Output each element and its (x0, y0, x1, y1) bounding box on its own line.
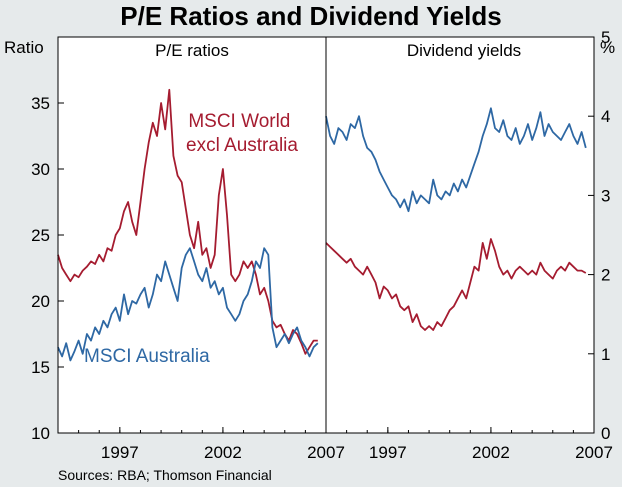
left-axis-unit: Ratio (4, 38, 44, 57)
msci-australia-label: MSCI Australia (84, 346, 210, 367)
dy-msci-world-line (325, 238, 587, 331)
source-note: Sources: RBA; Thomson Financial (58, 467, 272, 483)
left-y-tick-label: 20 (31, 292, 50, 311)
right-y-tick-label: 5 (601, 28, 610, 47)
x-tick-label: 2002 (204, 443, 242, 462)
x-tick-label: 2002 (472, 443, 510, 462)
right-y-tick-label: 4 (601, 107, 610, 126)
x-tick-label: 2007 (575, 443, 613, 462)
plot-area-left (58, 37, 326, 433)
right-axis-unit: % (600, 38, 615, 57)
right-panel-title: Dividend yields (407, 41, 521, 60)
x-tick-label: 1997 (101, 443, 139, 462)
left-y-tick-label: 25 (31, 226, 50, 245)
msci-world-label-line1: MSCI World (188, 111, 290, 132)
right-y-tick-label: 3 (601, 186, 610, 205)
pe-msci-world-line (57, 88, 318, 355)
left-y-tick-label: 35 (31, 94, 50, 113)
x-tick-label: 1997 (369, 443, 407, 462)
chart-title: P/E Ratios and Dividend Yields (120, 1, 502, 31)
left-y-tick-label: 10 (31, 424, 50, 443)
x-tick-label: 2007 (307, 443, 345, 462)
msci-world-label: MSCI World excl Australia (186, 111, 298, 156)
msci-world-label-line2: excl Australia (186, 135, 298, 156)
pe-msci-australia-line (57, 247, 319, 362)
left-y-tick-label: 15 (31, 358, 50, 377)
left-panel-title: P/E ratios (155, 41, 229, 60)
right-y-tick-label: 1 (601, 345, 610, 364)
left-y-tick-label: 30 (31, 160, 50, 179)
right-y-tick-label: 2 (601, 266, 610, 285)
dy-msci-australia-line (325, 107, 587, 213)
plot-area-right (326, 37, 594, 433)
right-y-tick-label: 0 (601, 424, 610, 443)
